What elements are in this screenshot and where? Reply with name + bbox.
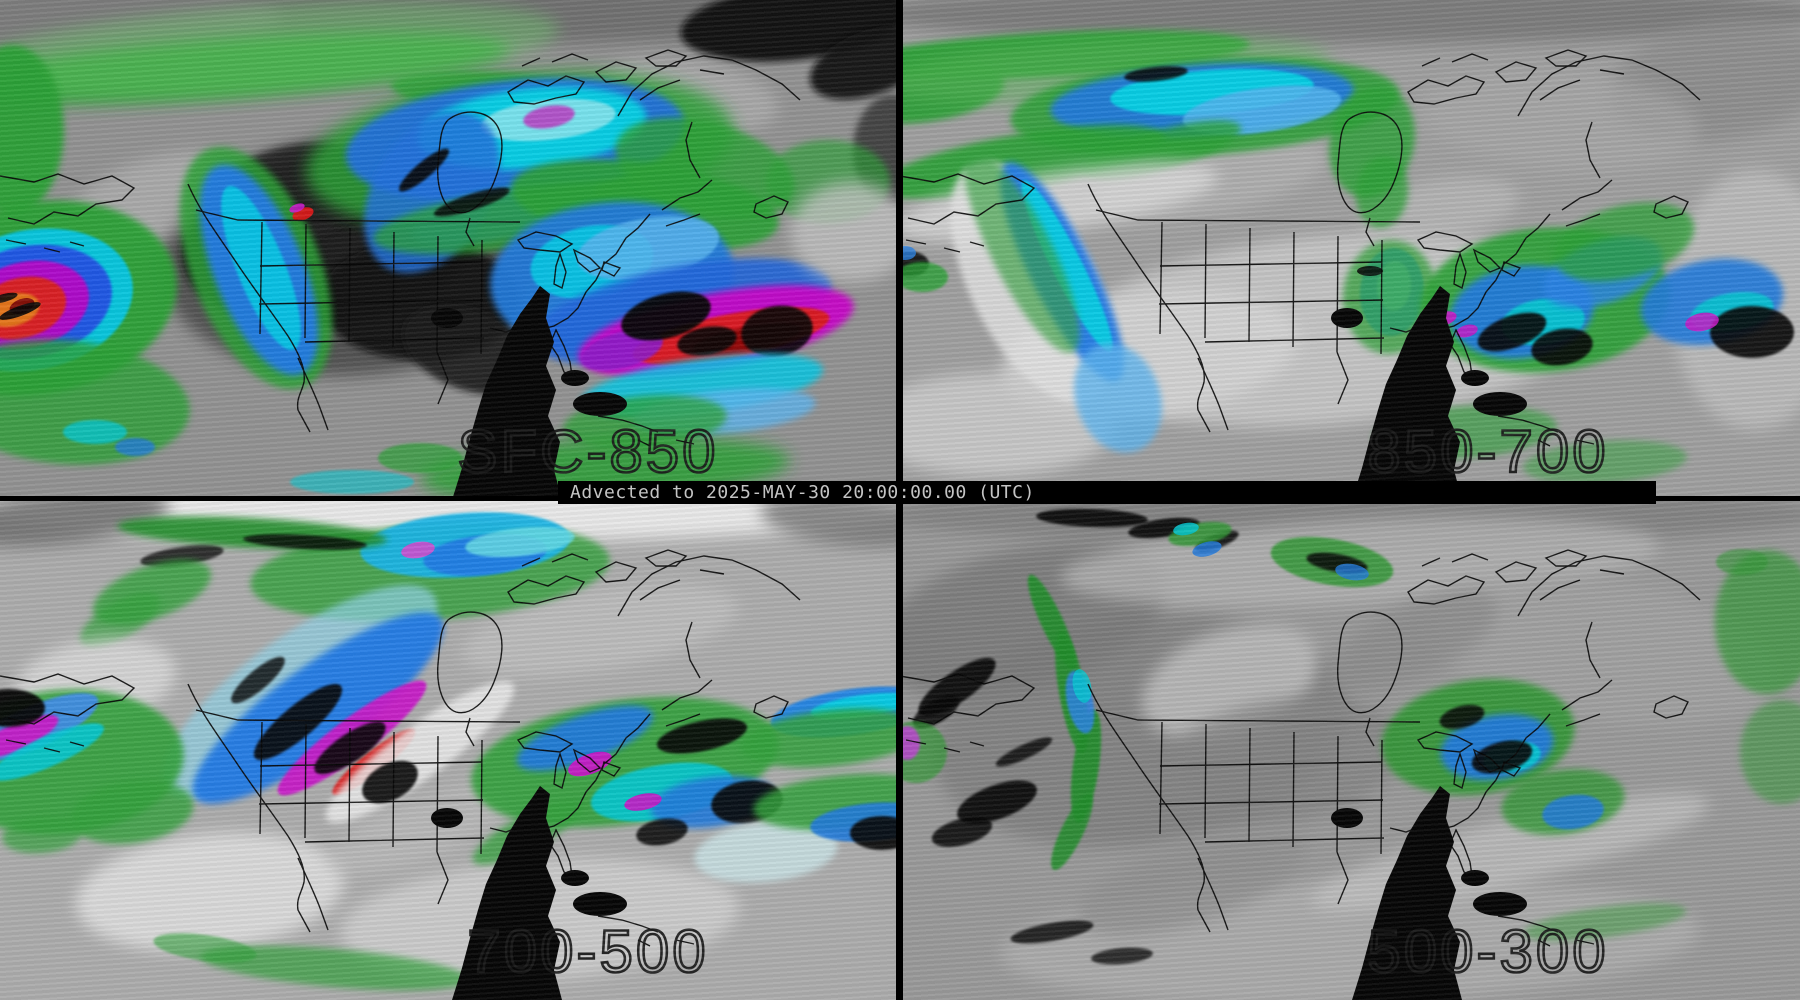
panel-sfc-850: SFC-850 — [0, 0, 900, 500]
layer-label-850-700: 850-700 — [1367, 418, 1608, 485]
map-canvas-700-500: 700-500 — [0, 500, 900, 1000]
panel-850-700: 850-700 — [900, 0, 1800, 500]
time-banner: Advected to 2025-MAY-30 20:00:00.00 (UTC… — [558, 481, 1656, 504]
layer-label-500-300: 500-300 — [1367, 918, 1608, 985]
map-canvas-850-700: 850-700 — [900, 0, 1800, 500]
map-canvas-sfc-850: SFC-850 — [0, 0, 900, 500]
time-banner-text: Advected to 2025-MAY-30 20:00:00.00 (UTC… — [570, 482, 1035, 503]
panel-700-500: 700-500 — [0, 500, 900, 1000]
layer-label-700-500: 700-500 — [467, 918, 708, 985]
panel-500-300: 500-300 — [900, 500, 1800, 1000]
layer-label-sfc-850: SFC-850 — [457, 418, 718, 485]
map-canvas-500-300: 500-300 — [900, 500, 1800, 1000]
